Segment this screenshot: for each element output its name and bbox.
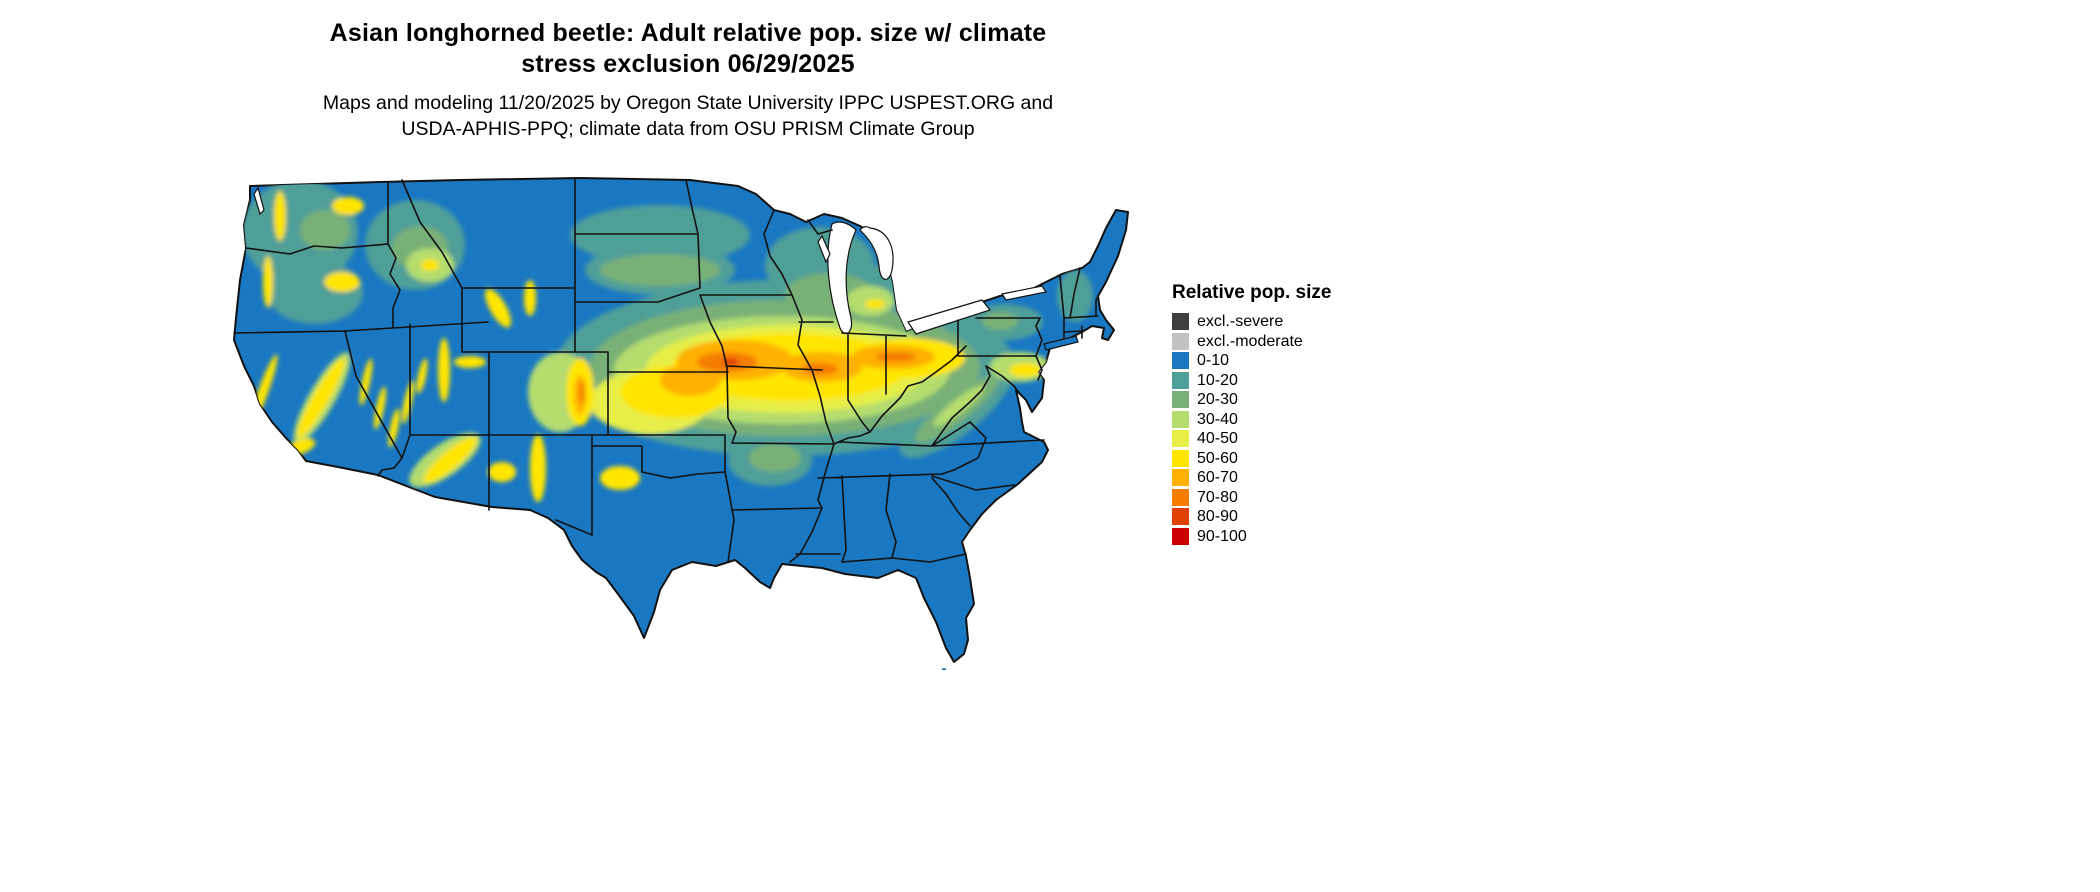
- legend-swatch: [1172, 371, 1189, 389]
- legend-swatch: [1172, 488, 1189, 506]
- figure-subtitle: Maps and modeling 11/20/2025 by Oregon S…: [0, 90, 1376, 142]
- legend-swatch: [1172, 352, 1189, 370]
- figure-subtitle-line2: USDA-APHIS-PPQ; climate data from OSU PR…: [401, 118, 975, 140]
- legend-label: 0-10: [1197, 352, 1230, 370]
- legend-label: 80-90: [1197, 508, 1238, 526]
- figure-title-line2: stress exclusion 06/29/2025: [521, 50, 855, 78]
- great-lakes: [253, 186, 1047, 335]
- us-map-svg: [233, 177, 1129, 676]
- legend-label: 60-70: [1197, 469, 1238, 487]
- legend-row: excl.-severe: [1172, 312, 1372, 332]
- puget-sound: [253, 186, 265, 216]
- lake-ontario: [1001, 285, 1047, 301]
- legend-row: 50-60: [1172, 449, 1372, 469]
- legend-label: excl.-moderate: [1197, 332, 1303, 350]
- legend-label: 90-100: [1197, 527, 1247, 545]
- legend-row: 80-90: [1172, 507, 1372, 527]
- legend-label: 50-60: [1197, 449, 1238, 467]
- legend-row: 40-50: [1172, 429, 1372, 449]
- legend-swatch: [1172, 410, 1189, 428]
- legend-title: Relative pop. size: [1172, 282, 1332, 303]
- state-borders: [233, 177, 1107, 563]
- legend-label: 40-50: [1197, 430, 1238, 448]
- legend-row: 90-100: [1172, 527, 1372, 547]
- legend-swatch: [1172, 391, 1189, 409]
- legend-swatch: [1172, 430, 1189, 448]
- legend-label: 20-30: [1197, 391, 1238, 409]
- figure-title: Asian longhorned beetle: Adult relative …: [0, 18, 1376, 80]
- legend-label: 70-80: [1197, 488, 1238, 506]
- legend-row: 70-80: [1172, 488, 1372, 508]
- legend-row: 0-10: [1172, 351, 1372, 371]
- legend-row: 30-40: [1172, 410, 1372, 430]
- legend-label: 30-40: [1197, 410, 1238, 428]
- legend-row: excl.-moderate: [1172, 332, 1372, 352]
- us-population-map: [230, 170, 1140, 676]
- legend-swatch: [1172, 469, 1189, 487]
- legend-row: 60-70: [1172, 468, 1372, 488]
- florida-keys: [942, 668, 946, 672]
- legend-swatch: [1172, 332, 1189, 350]
- figure-subtitle-line1: Maps and modeling 11/20/2025 by Oregon S…: [322, 92, 1054, 114]
- long-island: [1043, 335, 1079, 351]
- legend-row: 20-30: [1172, 390, 1372, 410]
- legend-label: 10-20: [1197, 371, 1238, 389]
- figure-title-line1: Asian longhorned beetle: Adult relative …: [329, 19, 1047, 47]
- legend-swatch: [1172, 449, 1189, 467]
- legend-items: excl.-severe excl.-moderate 0-10 10-20 20-30…: [1172, 312, 1372, 546]
- legend-swatch: [1172, 527, 1189, 545]
- green-bay: [817, 234, 831, 264]
- legend-swatch: [1172, 313, 1189, 331]
- lake-huron: [859, 226, 894, 280]
- legend: Relative pop. size excl.-severe excl.-mod…: [1172, 282, 1372, 546]
- lake-erie: [907, 299, 992, 335]
- legend-label: excl.-severe: [1197, 313, 1284, 331]
- legend-row: 10-20: [1172, 371, 1372, 391]
- lake-michigan: [827, 221, 857, 335]
- legend-swatch: [1172, 508, 1189, 526]
